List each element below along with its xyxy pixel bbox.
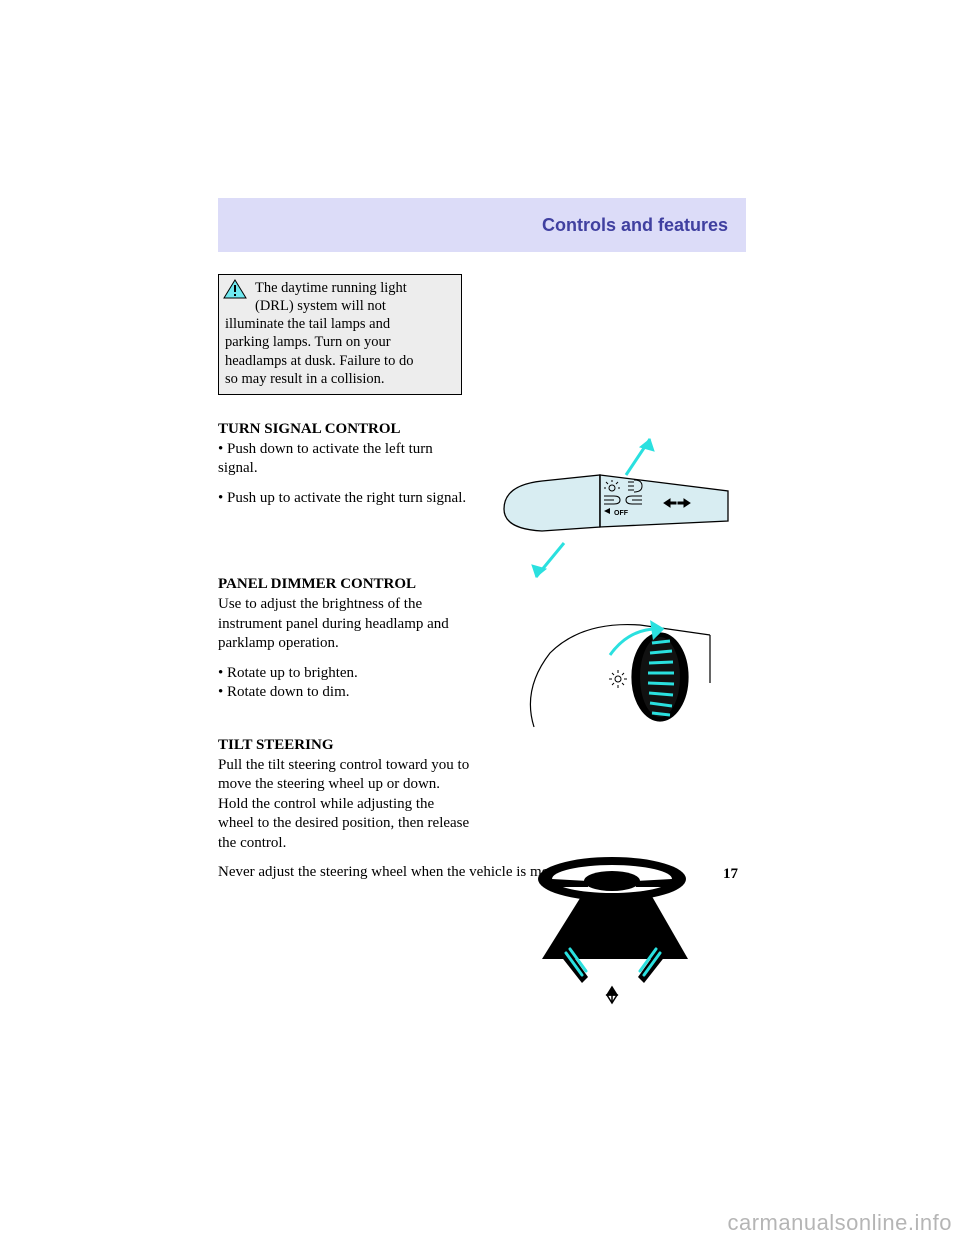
turn-signal-bullet-2: • Push up to activate the right turn sig… (218, 489, 470, 509)
turn-signal-bullet-1: • Push down to activate the left turn si… (218, 440, 470, 479)
header-bar: Controls and features (218, 198, 746, 252)
warning-line-1: The daytime running light (225, 279, 455, 297)
warning-line-6: so may result in a collision. (225, 370, 455, 388)
warning-box: The daytime running light (DRL) system w… (218, 274, 462, 395)
main-content: OFF (218, 421, 746, 883)
tilt-steering-heading: TILT STEERING (218, 737, 746, 754)
turn-signal-stalk-figure: OFF (494, 433, 738, 583)
watermark: carmanualsonline.info (727, 1210, 952, 1236)
warning-line-2: (DRL) system will not (225, 297, 455, 315)
header-title: Controls and features (542, 215, 728, 236)
page-number: 17 (723, 866, 738, 883)
panel-dimmer-para: Use to adjust the brightness of the inst… (218, 595, 470, 654)
warning-line-5: headlamps at dusk. Failure to do (225, 352, 455, 370)
panel-dimmer-bullet-2: • Rotate down to dim. (218, 683, 470, 703)
tilt-para-1: Pull the tilt steering control toward yo… (218, 756, 470, 854)
page-content: Controls and features The daytime runnin… (218, 198, 746, 1022)
stalk-off-label: OFF (614, 510, 629, 517)
panel-dimmer-figure (510, 619, 730, 735)
panel-dimmer-bullet-1: • Rotate up to brighten. (218, 664, 470, 684)
warning-line-4: parking lamps. Turn on your (225, 333, 455, 351)
warning-icon (223, 279, 247, 299)
tilt-steering-figure (512, 839, 712, 1009)
warning-line-3: illuminate the tail lamps and (225, 315, 455, 333)
